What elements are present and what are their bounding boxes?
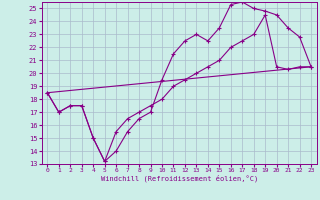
X-axis label: Windchill (Refroidissement éolien,°C): Windchill (Refroidissement éolien,°C) bbox=[100, 175, 258, 182]
